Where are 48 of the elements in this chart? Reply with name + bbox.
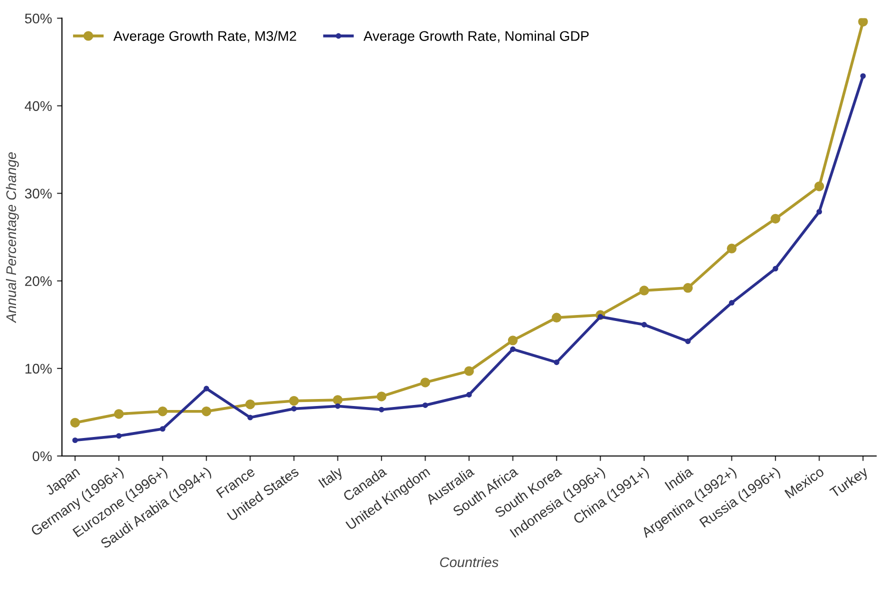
point xyxy=(72,437,78,444)
point xyxy=(860,73,866,79)
point xyxy=(291,406,297,412)
point xyxy=(202,406,212,416)
point xyxy=(554,360,560,366)
point xyxy=(158,406,168,416)
y-tick-label: 40% xyxy=(24,101,52,111)
point xyxy=(420,378,430,388)
point xyxy=(726,244,737,254)
x-axis-title: Countries xyxy=(440,556,498,568)
point xyxy=(114,409,124,419)
point xyxy=(204,386,210,392)
point xyxy=(770,214,780,224)
point xyxy=(378,406,384,412)
point xyxy=(245,399,256,410)
y-axis-title: Annual Percentage Change xyxy=(6,152,19,324)
legend-label: Average Growth Rate, Nominal GDP xyxy=(363,30,589,44)
legend-label: Average Growth Rate, M3/M2 xyxy=(113,30,296,44)
point xyxy=(685,338,691,344)
x-tick-label: Italy xyxy=(318,466,346,490)
point xyxy=(334,403,341,409)
y-tick-label: 30% xyxy=(24,188,52,199)
point xyxy=(858,18,868,27)
point xyxy=(814,181,824,192)
point xyxy=(289,396,299,406)
point xyxy=(332,395,343,405)
y-tick-label: 0% xyxy=(32,451,52,462)
point xyxy=(376,392,386,402)
point xyxy=(464,366,474,376)
point xyxy=(510,346,516,352)
point xyxy=(70,418,80,428)
point xyxy=(466,392,472,398)
point xyxy=(508,336,518,346)
y-tick-label: 10% xyxy=(25,364,52,374)
point xyxy=(422,402,428,408)
point xyxy=(728,300,734,306)
point xyxy=(641,322,647,328)
y-tick-label: 50% xyxy=(24,14,52,24)
point xyxy=(247,414,253,420)
y-tick-label: 20% xyxy=(25,276,52,286)
point xyxy=(683,283,693,293)
point xyxy=(772,266,778,272)
x-tick-label: India xyxy=(664,466,694,491)
point xyxy=(552,312,562,323)
point xyxy=(639,286,650,296)
point xyxy=(160,426,166,432)
point xyxy=(816,208,822,215)
point xyxy=(116,433,122,439)
